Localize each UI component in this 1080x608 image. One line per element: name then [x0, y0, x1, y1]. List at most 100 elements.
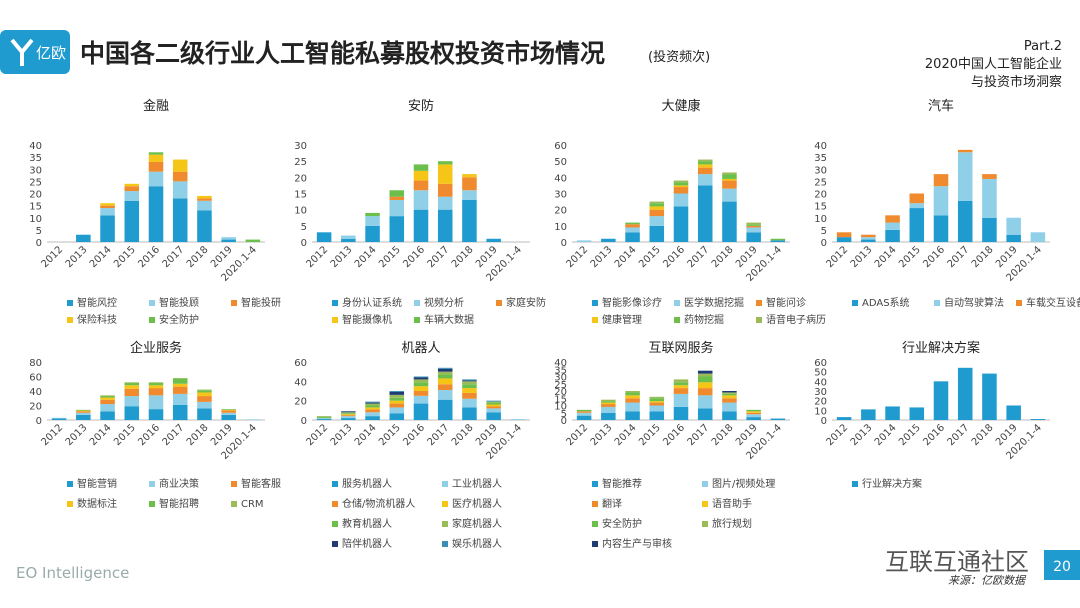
- x-tick-label: 2013: [329, 244, 355, 270]
- chart-title: 汽车: [928, 98, 954, 114]
- legend-label: 智能影像诊疗: [602, 296, 662, 309]
- bar-segment: [413, 164, 429, 171]
- x-tick-label: 2017: [686, 244, 712, 270]
- bar-segment: [770, 240, 786, 242]
- legend-swatch: [592, 317, 598, 323]
- logo-text: 亿欧: [36, 44, 66, 62]
- legend-label: 智能问诊: [766, 296, 806, 309]
- bar-segment: [933, 174, 949, 187]
- y-tick-label: 20: [554, 387, 567, 398]
- legend-label: 安全防护: [159, 313, 199, 326]
- bar-segment: [982, 217, 997, 242]
- y-tick-label: 20: [554, 206, 567, 217]
- legend-swatch: [332, 521, 338, 527]
- y-tick-label: 0: [301, 238, 307, 249]
- bar-segment: [697, 408, 713, 420]
- bar-segment: [722, 174, 737, 179]
- bar-segment: [197, 389, 212, 391]
- legend-label: 医疗机器人: [452, 497, 502, 510]
- bar-segment: [365, 409, 380, 413]
- x-tick-label: 2013: [849, 244, 875, 270]
- y-tick-label: 0: [301, 416, 307, 427]
- bar-segment: [462, 388, 477, 393]
- legend-swatch: [67, 501, 73, 507]
- bar-segment: [625, 222, 640, 225]
- page-box: [1044, 550, 1080, 580]
- bar-segment: [365, 216, 380, 226]
- chart-title: 企业服务: [130, 340, 182, 356]
- y-tick-label: 0: [36, 416, 42, 427]
- x-tick-label: 2015: [897, 244, 923, 270]
- legend-label: 安全防护: [602, 517, 642, 530]
- bar-segment: [722, 398, 737, 403]
- bar-segment: [933, 215, 949, 242]
- bar-segment: [673, 393, 689, 407]
- bar-segment: [389, 407, 405, 414]
- bar-segment: [148, 388, 164, 396]
- x-tick-label: 2014: [88, 422, 114, 448]
- legend-swatch: [442, 481, 448, 487]
- x-tick-label: 2018: [450, 244, 476, 270]
- legend-label: 智能客服: [241, 477, 281, 490]
- bar-segment: [413, 395, 429, 404]
- bar-segment: [576, 411, 592, 413]
- x-tick-label: 2014: [88, 244, 114, 270]
- bar-segment: [197, 401, 212, 409]
- bar-segment: [746, 225, 761, 228]
- bar-segment: [462, 398, 477, 408]
- bar-segment: [861, 409, 876, 420]
- bar-segment: [722, 180, 737, 189]
- x-tick-label: 2014: [873, 244, 899, 270]
- bar-segment: [462, 190, 477, 200]
- bar-segment: [148, 186, 164, 242]
- bar-segment: [673, 182, 689, 186]
- bar-segment: [389, 190, 405, 197]
- source: 来源：亿欧数据: [948, 574, 1027, 587]
- bar-segment: [982, 174, 997, 179]
- bar-segment: [601, 402, 616, 405]
- bar-segment: [486, 406, 501, 409]
- bar-segment: [437, 183, 453, 197]
- legend-swatch: [442, 501, 448, 507]
- y-tick-label: 15: [29, 202, 42, 213]
- bar-segment: [413, 209, 429, 242]
- bar-segment: [885, 222, 900, 230]
- legend-swatch: [332, 481, 338, 487]
- y-tick-label: 0: [561, 238, 567, 249]
- legend-swatch: [702, 501, 708, 507]
- y-tick-label: 30: [294, 141, 307, 152]
- bar-segment: [486, 401, 501, 403]
- bar-segment: [197, 408, 212, 420]
- x-tick-label: 2012: [824, 244, 850, 270]
- x-tick-label: 2013: [64, 244, 90, 270]
- legend-swatch: [592, 501, 598, 507]
- bar-segment: [341, 413, 356, 415]
- watermark: 互联互通社区: [885, 548, 1029, 576]
- bar-segment: [982, 373, 997, 420]
- bar-segment: [649, 216, 665, 226]
- bar-segment: [933, 381, 949, 420]
- bar-segment: [909, 193, 925, 204]
- legend-swatch: [149, 317, 155, 323]
- chart-title: 金融: [143, 98, 169, 114]
- bar-segment: [100, 208, 115, 216]
- legend-label: 内容生产与审核: [602, 537, 672, 550]
- bar-segment: [365, 412, 380, 417]
- y-tick-label: 10: [554, 402, 567, 413]
- bar-segment: [462, 384, 477, 389]
- bar-segment: [697, 388, 713, 396]
- legend-label: 车辆大数据: [424, 313, 474, 326]
- bar-segment: [341, 238, 356, 242]
- bar-segment: [221, 412, 236, 415]
- legend-label: 商业决策: [159, 477, 199, 490]
- bar-segment: [982, 178, 997, 218]
- y-tick-label: 5: [821, 226, 827, 237]
- legend-label: 身份认证系统: [342, 296, 402, 309]
- bar-segment: [341, 418, 356, 420]
- bar-segment: [437, 374, 453, 379]
- y-tick-label: 40: [814, 141, 827, 152]
- bar-segment: [100, 404, 115, 412]
- bar-segment: [341, 415, 356, 417]
- x-tick-label: 2017: [946, 244, 972, 270]
- y-tick-label: 10: [814, 214, 827, 225]
